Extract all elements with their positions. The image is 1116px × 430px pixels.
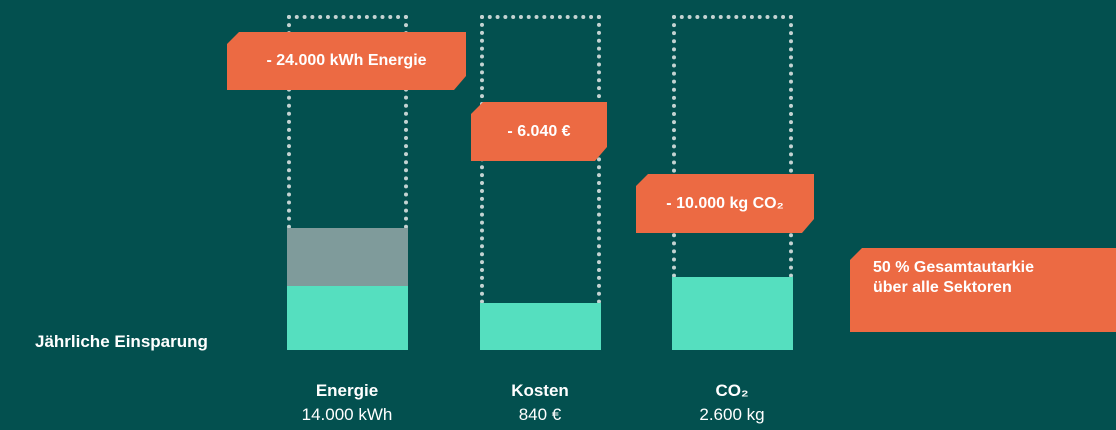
column-amount: 2.600 kg [699,405,765,424]
saving-tag: - 24.000 kWh Energie [227,32,466,90]
column-amount: 14.000 kWh [301,405,393,424]
column-amount: 840 € [518,405,562,424]
frame [672,15,793,278]
column-name: Energie [315,381,379,400]
column-name: Kosten [511,381,569,400]
row-label: Jährliche Einsparung [35,332,208,351]
frame [287,15,408,229]
bar-previous [287,228,408,286]
saving-tag: - 10.000 kg CO₂ [636,174,814,233]
column-name: CO₂ [715,381,749,400]
note: 50 % Gesamtautarkie über alle Sektoren [850,248,1116,332]
saving-tag: - 6.040 € [471,102,607,161]
bar [480,303,601,350]
bar [287,286,408,350]
bar [672,277,793,350]
note-line: über alle Sektoren [873,279,1012,296]
note-line: 50 % Gesamtautarkie [873,259,1034,276]
